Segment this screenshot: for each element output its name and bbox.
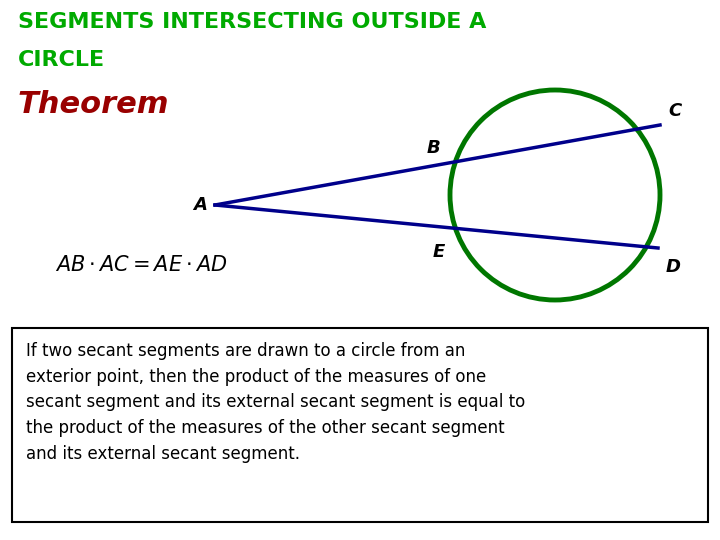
FancyBboxPatch shape (12, 328, 708, 522)
Text: C: C (668, 102, 681, 120)
Text: A: A (193, 196, 207, 214)
Text: B: B (426, 139, 440, 157)
Text: CIRCLE: CIRCLE (18, 50, 105, 70)
Text: If two secant segments are drawn to a circle from an
exterior point, then the pr: If two secant segments are drawn to a ci… (26, 342, 526, 463)
Text: D: D (666, 258, 681, 276)
Text: E: E (433, 243, 445, 261)
Text: SEGMENTS INTERSECTING OUTSIDE A: SEGMENTS INTERSECTING OUTSIDE A (18, 12, 487, 32)
Text: Theorem: Theorem (18, 90, 169, 119)
Text: $AB \cdot AC = AE \cdot AD$: $AB \cdot AC = AE \cdot AD$ (55, 255, 228, 275)
